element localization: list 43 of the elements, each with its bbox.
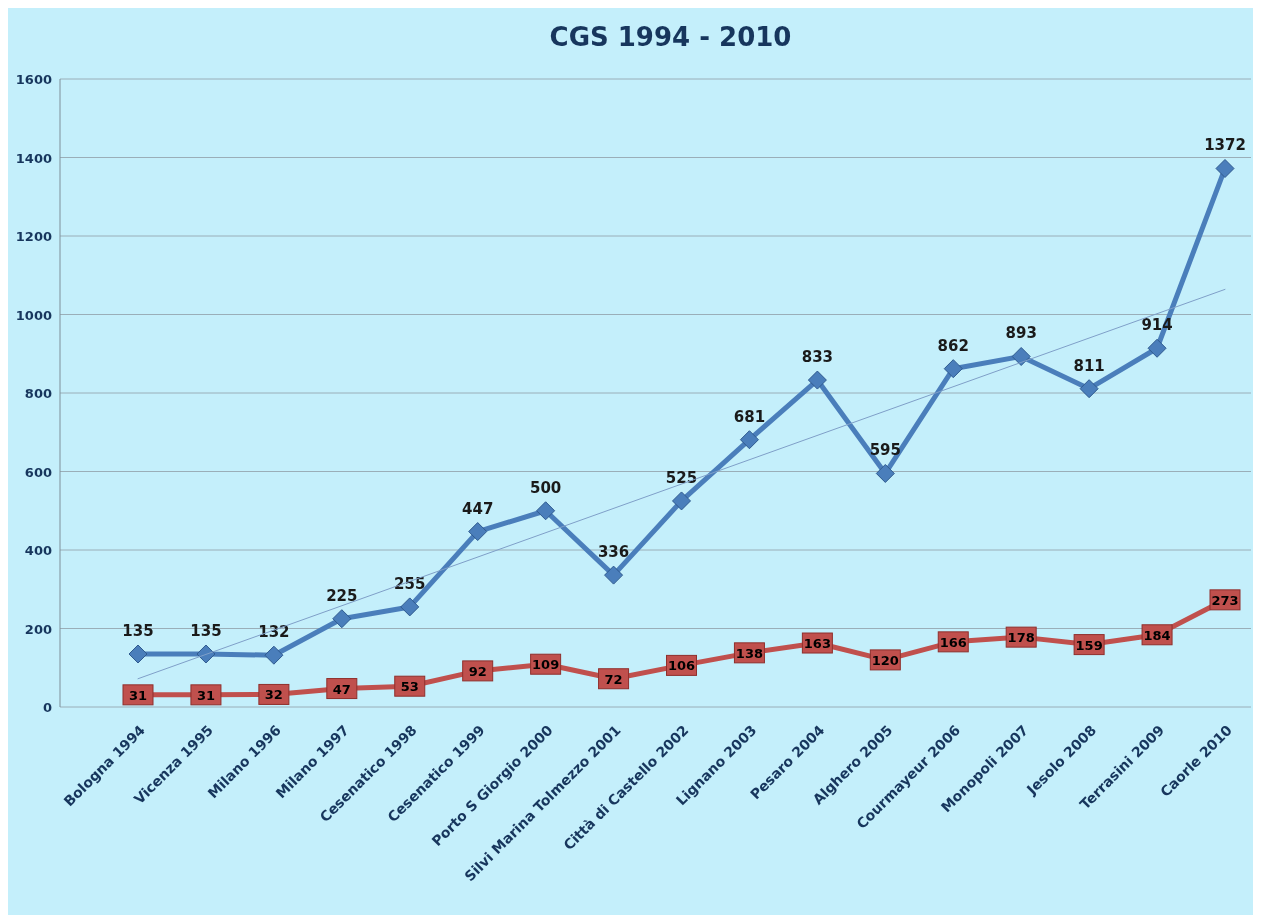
point	[604, 565, 624, 585]
data-label: 225	[326, 586, 358, 605]
y-tick-label: 800	[24, 386, 52, 401]
data-label: 135	[190, 622, 222, 641]
point	[807, 370, 827, 390]
y-tick-label: 1200	[15, 229, 52, 244]
point	[1215, 158, 1235, 178]
point	[1079, 379, 1099, 399]
data-label: 893	[1005, 324, 1037, 343]
data-label: 135	[122, 622, 154, 641]
point	[332, 609, 352, 629]
point	[264, 645, 284, 665]
data-label: 500	[529, 478, 562, 497]
data-label: 681	[733, 407, 766, 426]
data-label: 811	[1073, 356, 1105, 375]
y-tick-label: 200	[24, 621, 52, 637]
point	[672, 491, 691, 511]
y-tick-label: 1000	[15, 307, 52, 323]
data-label: 1372	[1204, 136, 1246, 155]
point	[943, 359, 963, 379]
y-tick-label: 600	[24, 464, 52, 480]
chart-title: CGS 1994 - 2010	[549, 22, 792, 52]
y-tick-label: 1600	[15, 72, 52, 87]
data-label: 132	[258, 623, 290, 642]
point	[468, 522, 488, 542]
point	[536, 501, 556, 521]
point	[875, 463, 895, 483]
point	[1147, 338, 1167, 358]
data-label: 833	[801, 348, 834, 367]
y-tick-label: 0	[42, 700, 52, 715]
point	[128, 644, 148, 664]
data-label: 336	[597, 543, 630, 562]
data-label: 914	[1141, 316, 1173, 335]
data-label: 862	[937, 336, 969, 355]
data-label: 447	[462, 499, 494, 518]
data-label: 595	[869, 441, 901, 460]
point	[1011, 347, 1031, 366]
point	[400, 597, 420, 617]
data-label: 255	[394, 574, 426, 593]
y-tick-label: 1400	[15, 150, 52, 166]
y-tick-label: 400	[24, 543, 52, 558]
point	[739, 430, 759, 450]
data-label: 525	[665, 468, 698, 487]
